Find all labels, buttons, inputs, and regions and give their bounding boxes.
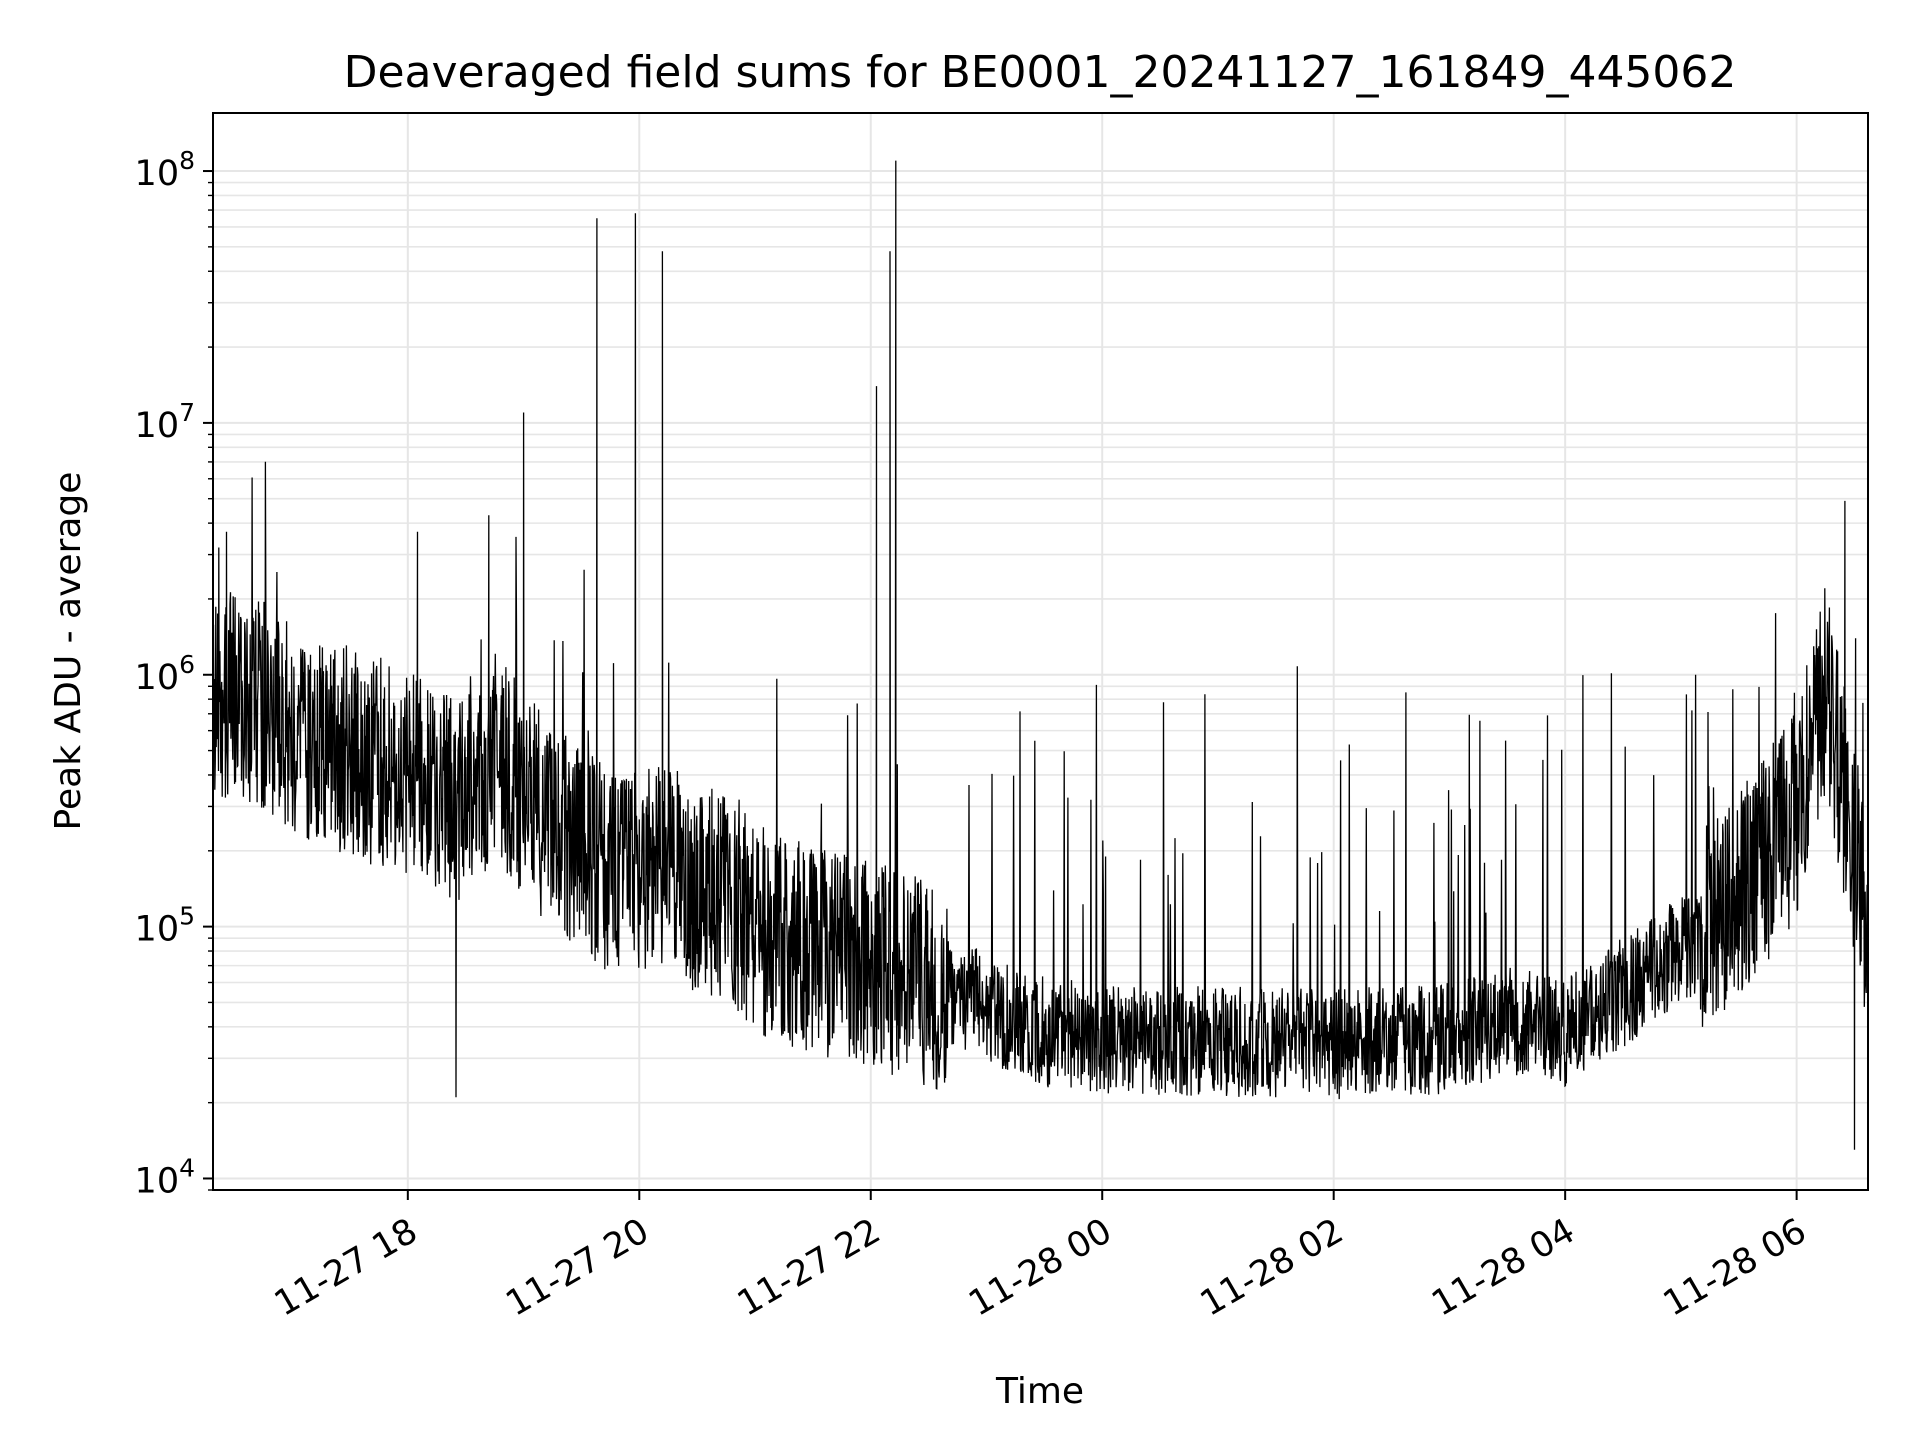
y-tick-label: 104 — [135, 1153, 195, 1201]
y-tick-label: 107 — [135, 398, 195, 446]
y-tick-label: 105 — [135, 902, 195, 950]
y-tick-label: 108 — [135, 146, 195, 194]
chart-title: Deaveraged field sums for BE0001_2024112… — [344, 47, 1737, 98]
y-axis-label: Peak ADU - average — [48, 472, 89, 831]
plot-frame — [212, 112, 1869, 1191]
data-layer — [213, 160, 1868, 1150]
y-tick-label: 106 — [135, 650, 195, 698]
x-axis-label: Time — [995, 1371, 1084, 1412]
series-line — [213, 160, 1868, 1150]
grid — [213, 113, 1868, 1191]
